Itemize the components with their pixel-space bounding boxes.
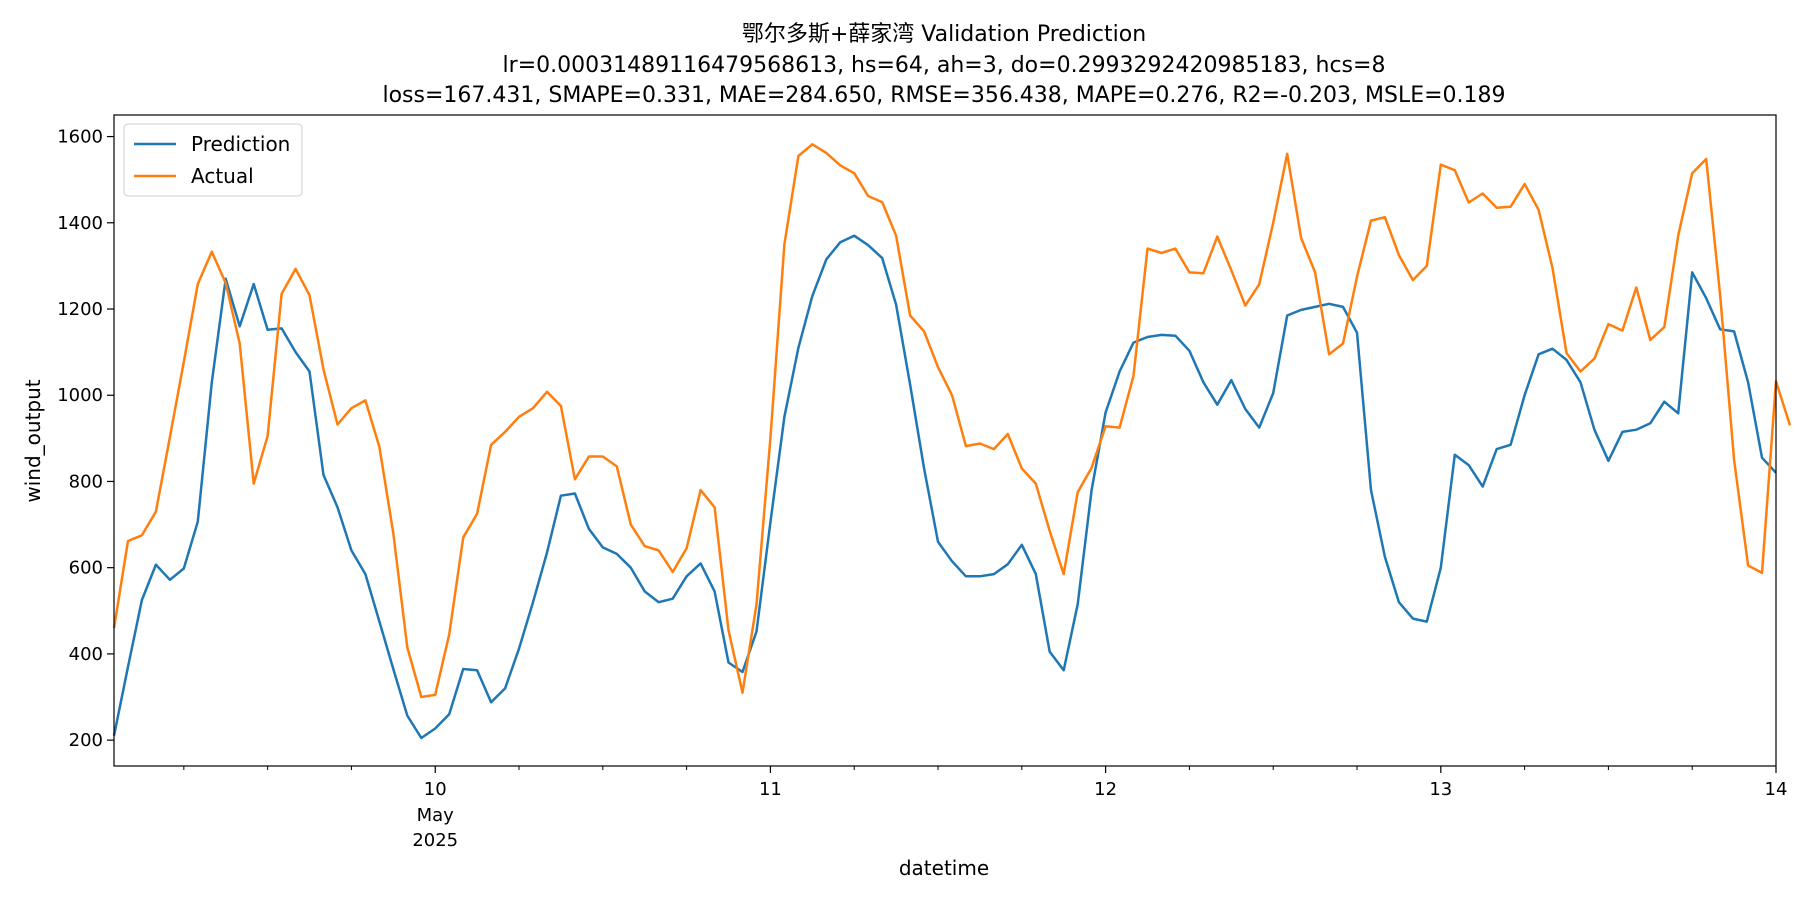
legend-box xyxy=(123,123,303,197)
x-tick-label: 11 xyxy=(759,779,782,800)
series-line-prediction xyxy=(112,234,1777,740)
legend-label-prediction: Prediction xyxy=(191,132,290,156)
x-tick-label: 10 xyxy=(424,779,447,800)
y-tick-label: 600 xyxy=(69,558,103,579)
y-tick-label: 800 xyxy=(69,471,103,492)
y-tick-label: 1600 xyxy=(57,127,103,148)
x-axis-label: datetime xyxy=(899,856,989,880)
x-tick-label: 14 xyxy=(1765,779,1788,800)
y-tick-label: 1200 xyxy=(57,299,103,320)
x-tick-sublabel: 2025 xyxy=(412,830,458,851)
chart-title: 鄂尔多斯+薛家湾 Validation Prediction xyxy=(742,22,1146,47)
series-layer xyxy=(112,143,1792,740)
y-axis-label: wind_output xyxy=(21,379,45,502)
y-tick-label: 1400 xyxy=(57,213,103,234)
x-axis: 10 May 2025 11 12 13 14 xyxy=(183,766,1788,851)
chart-subtitle-hyperparams: lr=0.00031489116479568613, hs=64, ah=3, … xyxy=(503,53,1386,78)
legend-label-actual: Actual xyxy=(191,164,254,188)
y-axis: 200 400 600 800 1000 1200 1400 1600 xyxy=(57,127,114,751)
x-tick-sublabel: May xyxy=(417,805,455,826)
y-tick-label: 200 xyxy=(69,730,103,751)
legend: Prediction Actual xyxy=(123,123,303,197)
x-tick-label: 13 xyxy=(1429,779,1452,800)
chart-subtitle-metrics: loss=167.431, SMAPE=0.331, MAE=284.650, … xyxy=(382,83,1505,108)
y-tick-label: 400 xyxy=(69,644,103,665)
y-tick-label: 1000 xyxy=(57,385,103,406)
series-line-actual xyxy=(112,143,1792,699)
plot-frame xyxy=(113,114,1777,767)
plot-area xyxy=(112,114,1792,767)
x-tick-label: 12 xyxy=(1094,779,1117,800)
